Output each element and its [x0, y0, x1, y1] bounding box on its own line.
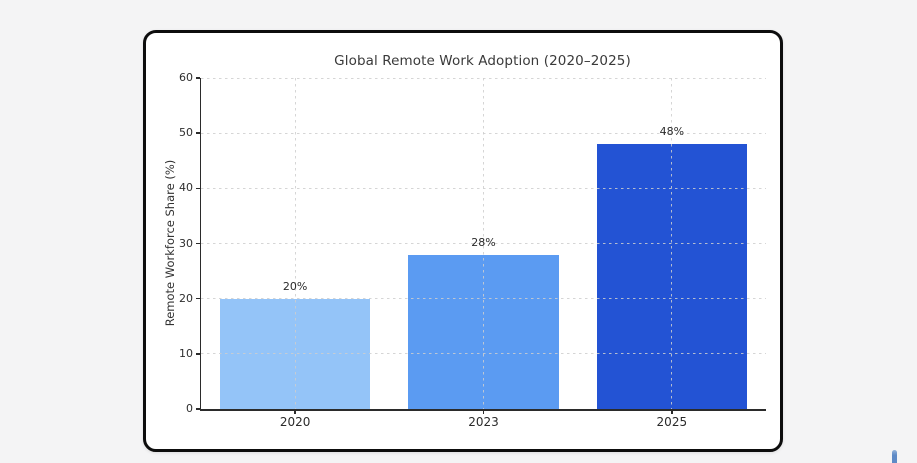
y-tick-label: 0 — [186, 402, 193, 415]
y-tick-mark — [195, 77, 200, 79]
vertical-gridline — [483, 78, 484, 409]
x-tick-label: 2020 — [279, 415, 311, 429]
y-tick-label: 20 — [179, 291, 193, 305]
y-tick-label: 10 — [179, 346, 193, 360]
y-tick-label: 30 — [179, 236, 193, 250]
y-tick-mark — [195, 132, 200, 134]
x-tick-label: 2023 — [468, 415, 499, 429]
x-tick-mark — [294, 411, 296, 414]
chart-card: Global Remote Work Adoption (2020–2025) … — [143, 30, 783, 452]
chart-title: Global Remote Work Adoption (2020–2025) — [334, 53, 631, 69]
vertical-gridline — [671, 78, 673, 409]
x-tick-mark — [671, 411, 673, 414]
x-tick-mark — [482, 411, 485, 414]
plot-area: 0 10 20 30 40 50 60 20% 2020 28% 2023 48% 2025 — [179, 71, 766, 429]
vertical-gridline — [294, 78, 296, 409]
y-tick-label: 50 — [179, 126, 193, 140]
bar-value-label: 48% — [659, 125, 685, 139]
bar-value-label: 20% — [282, 279, 308, 293]
y-tick-mark — [195, 408, 200, 410]
y-tick-mark — [195, 242, 200, 245]
y-tick-label: 40 — [179, 181, 193, 195]
bar-value-label: 28% — [471, 235, 496, 249]
x-tick-label: 2025 — [656, 415, 688, 429]
scrollbar-thumb[interactable] — [892, 450, 897, 463]
y-tick-mark — [195, 187, 200, 190]
y-tick-mark — [195, 353, 200, 355]
y-tick-mark — [195, 297, 200, 300]
y-tick-label: 60 — [179, 71, 193, 84]
